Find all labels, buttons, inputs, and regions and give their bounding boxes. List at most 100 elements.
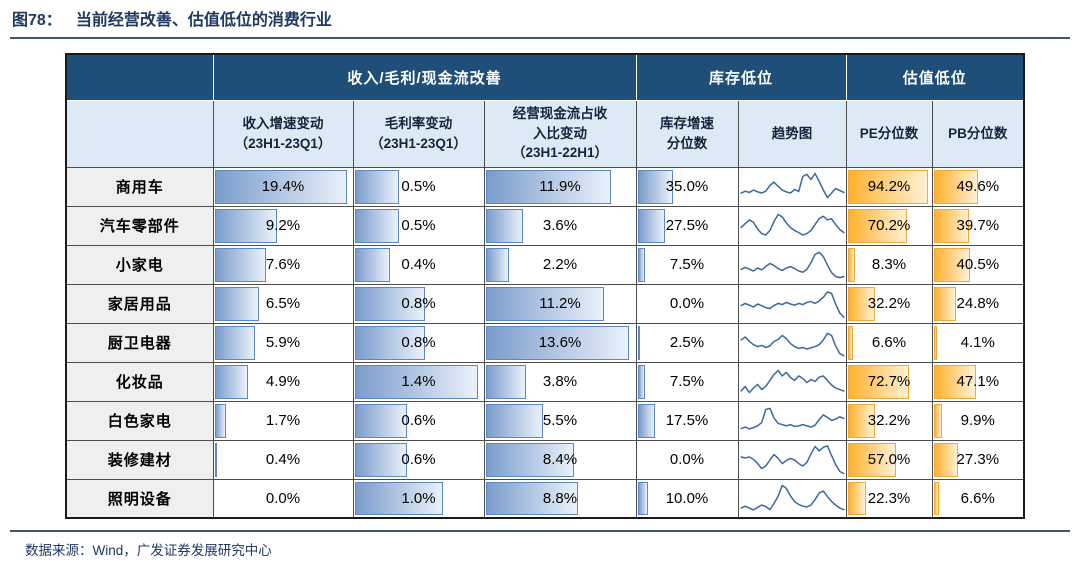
table-row: 白色家电 1.7% 0.6% 5.5% 17.5% 32.2% 9.9%: [65, 400, 1025, 441]
industry-label: 小家电: [65, 244, 214, 285]
blue-databar: [485, 169, 611, 204]
cell-value: 9.2%: [265, 217, 301, 234]
col-header-grossmargin-change: 毛利率变动 （23H1-23Q1）: [352, 99, 485, 168]
figure-title: 图78： 当前经营改善、估值低位的消费行业: [10, 10, 1070, 32]
industry-label: 装修建材: [65, 439, 214, 480]
cell-value: 11.9%: [539, 178, 581, 195]
cell-value: 9.9%: [960, 412, 995, 429]
col-header-pe-percentile: PE分位数: [845, 99, 933, 168]
orange-databar: [847, 364, 910, 399]
industry-label: 商用车: [65, 166, 214, 207]
table-row: 厨卫电器 5.9% 0.8% 13.6% 2.5% 6.6% 4.1%: [65, 322, 1025, 363]
blue-databar: [485, 247, 509, 282]
cell-value: 32.2%: [867, 412, 911, 429]
corner-cell-sub: [65, 99, 214, 168]
industry-label: 白色家电: [65, 400, 214, 441]
cell-pb: 49.6%: [931, 166, 1025, 207]
blue-databar: [354, 481, 443, 515]
cell-pb: 27.3%: [931, 439, 1025, 480]
cell-value: 35.0%: [665, 178, 709, 195]
cell-rev: 19.4%: [212, 166, 354, 207]
cell-pe: 6.6%: [845, 322, 933, 363]
cell-rev: 4.9%: [212, 361, 354, 402]
blue-databar: [485, 442, 575, 477]
cell-rev: 1.7%: [212, 400, 354, 441]
orange-databar: [847, 169, 928, 204]
cell-pe: 94.2%: [845, 166, 933, 207]
sparkline: [739, 441, 846, 478]
cell-value: 4.9%: [265, 373, 301, 390]
cell-value: 94.2%: [867, 178, 911, 195]
cell-inv: 2.5%: [635, 322, 739, 363]
cell-value: 24.8%: [956, 295, 1000, 312]
cell-rev: 5.9%: [212, 322, 354, 363]
orange-databar: [847, 286, 875, 321]
cell-gm: 1.4%: [352, 361, 485, 402]
sparkline: [739, 480, 846, 517]
cell-value: 13.6%: [538, 334, 582, 351]
cell-value: 2.5%: [669, 334, 705, 351]
page-title: 当前经营改善、估值低位的消费行业: [75, 12, 332, 29]
cell-cf: 3.6%: [483, 205, 637, 246]
figure-number: 图78：: [12, 12, 62, 29]
cell-value: 4.1%: [960, 334, 995, 351]
cell-value: 0.6%: [401, 412, 436, 429]
orange-databar: [933, 442, 959, 477]
cell-value: 6.6%: [871, 334, 907, 351]
blue-databar: [214, 325, 255, 360]
consumer-industry-table: 收入/毛利/现金流改善 库存低位 估值低位 收入增速变动 （23H1-23Q1）…: [65, 53, 1026, 519]
trend-sparkline-cell: [737, 361, 847, 402]
orange-databar: [933, 403, 943, 438]
col-header-pb-percentile: PB分位数: [931, 99, 1025, 168]
cell-cf: 5.5%: [483, 400, 637, 441]
cell-pe: 32.2%: [845, 400, 933, 441]
table-row: 化妆品 4.9% 1.4% 3.8% 7.5% 72.7% 47.1%: [65, 361, 1025, 402]
cell-value: 27.5%: [665, 217, 709, 234]
cell-value: 3.6%: [542, 217, 578, 234]
sparkline: [739, 363, 846, 400]
cell-inv: 0.0%: [635, 439, 739, 480]
cell-value: 22.3%: [867, 489, 911, 507]
orange-databar: [847, 325, 854, 360]
trend-sparkline-cell: [737, 166, 847, 207]
data-source: 数据来源：Wind，广发证券发展研究中心: [25, 543, 272, 558]
trend-sparkline-cell: [737, 244, 847, 285]
cell-value: 6.6%: [960, 489, 995, 507]
trend-sparkline-cell: [737, 478, 847, 519]
cell-gm: 0.4%: [352, 244, 485, 285]
industry-label: 化妆品: [65, 361, 214, 402]
blue-databar: [214, 208, 278, 243]
industry-label: 汽车零部件: [65, 205, 214, 246]
industry-label: 照明设备: [65, 478, 214, 519]
blue-databar: [354, 325, 426, 360]
blue-databar: [637, 247, 646, 282]
col-header-cashflow-change: 经营现金流占收 入比变动 （23H1-22H1）: [483, 99, 637, 168]
table-row: 商用车 19.4% 0.5% 11.9% 35.0% 94.2% 49.6%: [65, 166, 1025, 207]
cell-gm: 0.5%: [352, 205, 485, 246]
cell-value: 17.5%: [665, 412, 709, 429]
trend-sparkline-cell: [737, 400, 847, 441]
cell-pe: 8.3%: [845, 244, 933, 285]
blue-databar: [354, 286, 426, 321]
cell-gm: 1.0%: [352, 478, 485, 519]
trend-sparkline-cell: [737, 205, 847, 246]
blue-databar: [637, 325, 641, 360]
blue-databar: [354, 403, 408, 438]
cell-pb: 39.7%: [931, 205, 1025, 246]
cell-pb: 6.6%: [931, 478, 1025, 519]
cell-pe: 22.3%: [845, 478, 933, 519]
cell-inv: 27.5%: [635, 205, 739, 246]
sparkline: [739, 324, 846, 361]
blue-databar: [485, 286, 604, 321]
cell-value: 1.7%: [265, 412, 301, 429]
cell-pe: 57.0%: [845, 439, 933, 480]
orange-databar: [933, 481, 940, 515]
cell-inv: 7.5%: [635, 244, 739, 285]
blue-databar: [214, 169, 347, 204]
cell-value: 57.0%: [867, 451, 911, 468]
cell-gm: 0.6%: [352, 439, 485, 480]
cell-value: 72.7%: [867, 373, 911, 390]
cell-pb: 40.5%: [931, 244, 1025, 285]
cell-gm: 0.5%: [352, 166, 485, 207]
